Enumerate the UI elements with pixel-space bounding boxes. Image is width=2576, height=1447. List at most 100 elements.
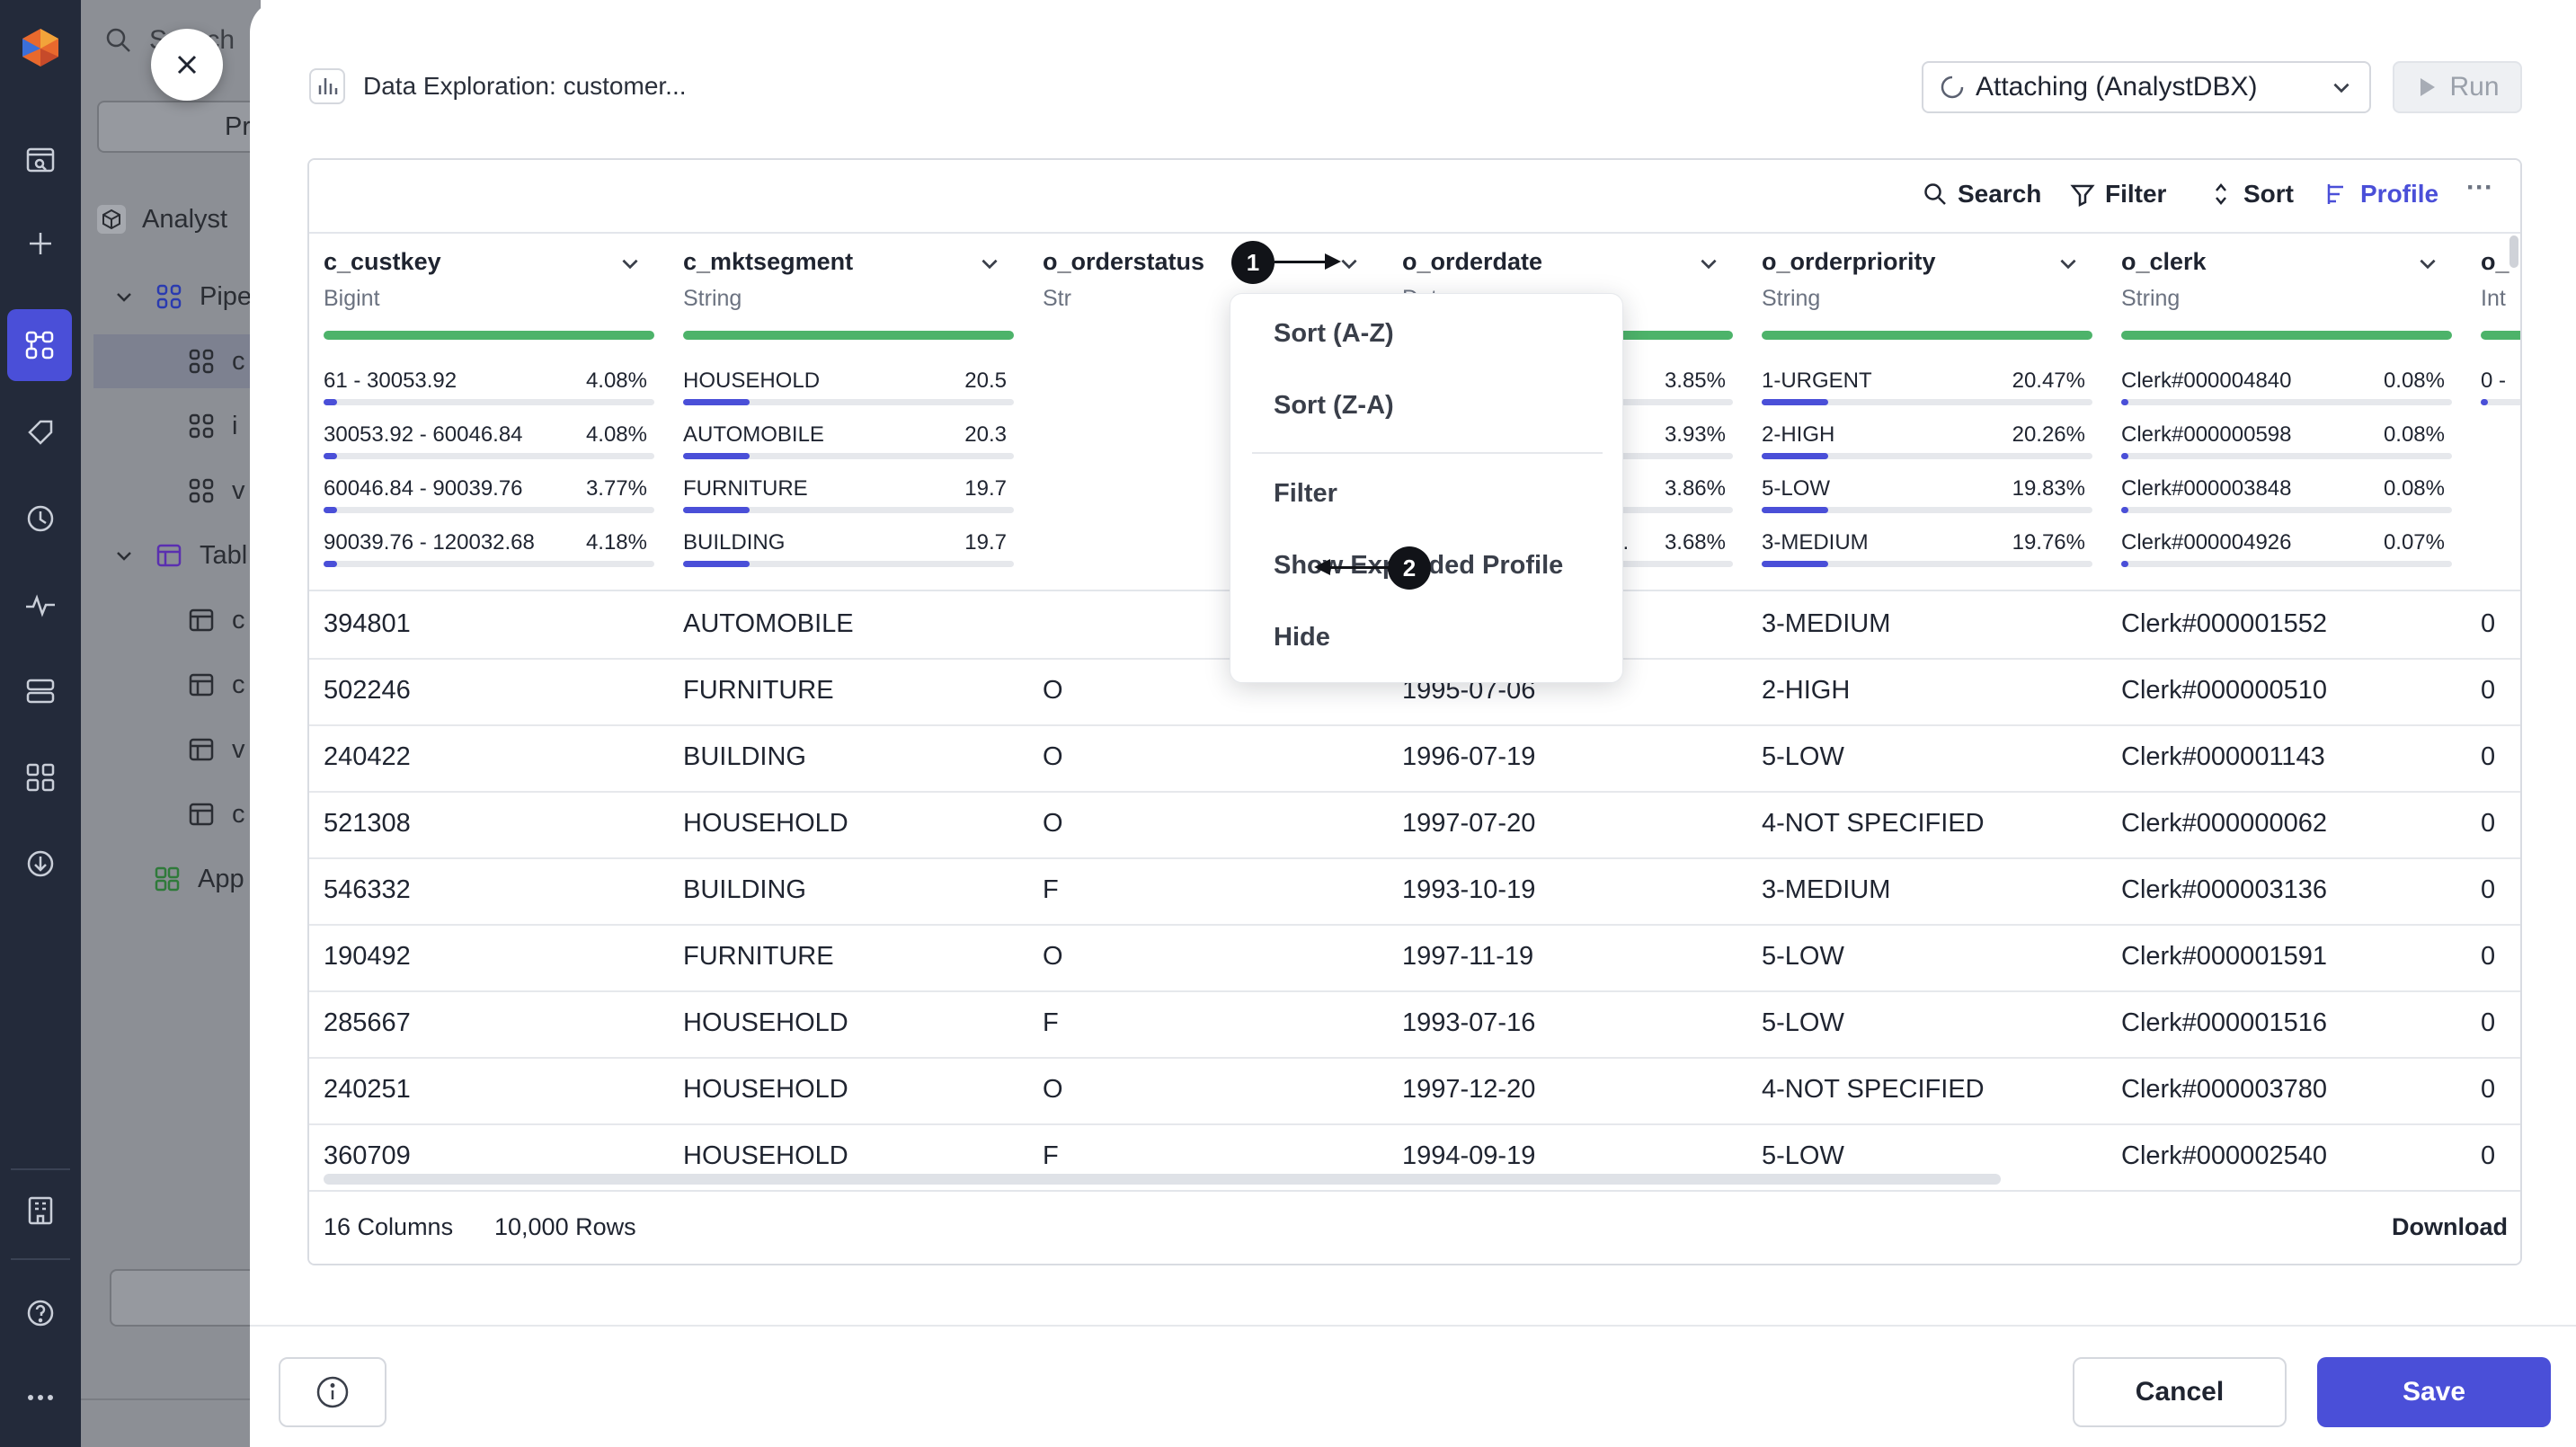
history-icon[interactable]	[18, 496, 63, 541]
profile-fill	[1762, 399, 1828, 405]
close-button[interactable]	[151, 29, 223, 101]
table-item[interactable]: c	[187, 787, 245, 841]
column-header-name[interactable]: o_clerk	[2121, 248, 2207, 275]
column-header-name[interactable]: o_orderdate	[1402, 248, 1543, 275]
pipeline-item[interactable]: v	[187, 464, 245, 518]
app-logo[interactable]	[20, 27, 61, 68]
profile-row[interactable]: Clerk#000004926 0.07%	[2121, 530, 2452, 570]
data-browser-icon[interactable]	[18, 137, 63, 182]
column-header-name[interactable]: o_orderpriority	[1762, 248, 1936, 275]
sort-button[interactable]: Sort	[2207, 180, 2294, 209]
profile-row[interactable]: 61 - 30053.92 4.08%	[324, 368, 654, 408]
column-menu-chevron-icon[interactable]	[618, 252, 642, 275]
search-button[interactable]: Search	[1922, 180, 2041, 209]
more-icon[interactable]	[18, 1375, 63, 1420]
chevron-down-icon	[117, 293, 131, 302]
apps-grid-icon[interactable]	[18, 755, 63, 800]
table-row[interactable]: 546332 BUILDING F 1993-10-19 3-MEDIUM Clerk#0…	[309, 859, 2520, 926]
column-menu-chevron-icon[interactable]	[2056, 252, 2080, 275]
profile-row[interactable]: 3-MEDIUM 19.76%	[1762, 530, 2092, 570]
search-icon	[1924, 183, 1946, 205]
table-cell: 4-NOT SPECIFIED	[1762, 809, 1985, 838]
table-item[interactable]: c	[187, 593, 245, 647]
table-item-label: c	[232, 605, 245, 635]
profile-row[interactable]: AUTOMOBILE 20.3	[683, 422, 1014, 462]
table-cell: 2-HIGH	[1762, 676, 1851, 705]
tables-group[interactable]: Tabl	[113, 528, 247, 582]
column-menu-chevron-icon[interactable]	[1697, 252, 1720, 275]
project-row[interactable]: Analyst	[97, 192, 227, 246]
table-row[interactable]: 521308 HOUSEHOLD O 1997-07-20 4-NOT SPECIFIE…	[309, 793, 2520, 859]
profile-row[interactable]: BUILDING 19.7	[683, 530, 1014, 570]
building-icon[interactable]	[18, 1188, 63, 1233]
sidepanel-bottom-button[interactable]	[110, 1269, 261, 1327]
table-row[interactable]: 285667 HOUSEHOLD F 1993-07-16 5-LOW Clerk#000…	[309, 992, 2520, 1059]
save-button[interactable]: Save	[2317, 1357, 2551, 1427]
table-row[interactable]: 190492 FURNITURE O 1997-11-19 5-LOW Clerk#000…	[309, 926, 2520, 992]
pipelines-icon[interactable]	[7, 309, 72, 381]
table-cell: 1994-09-19	[1402, 1141, 1536, 1168]
table-cell: 502246	[324, 676, 411, 705]
help-icon[interactable]	[18, 1291, 63, 1336]
menu-sort-az[interactable]: Sort (A-Z)	[1274, 319, 1394, 348]
download-link[interactable]: Download	[2392, 1213, 2508, 1240]
profile-row[interactable]: 5-LOW 19.83%	[1762, 476, 2092, 516]
connection-select[interactable]: Attaching (AnalystDBX)	[1922, 61, 2371, 113]
profile-row[interactable]: 60046.84 - 90039.76 3.77%	[324, 476, 654, 516]
column-profile: o_ Int 0 -	[2466, 235, 2520, 591]
column-header-name[interactable]: o_	[2481, 248, 2509, 275]
profile-track	[683, 507, 1014, 513]
profile-label: Profile	[2360, 180, 2439, 208]
column-header-name[interactable]: c_custkey	[324, 248, 441, 275]
profile-row[interactable]: 2-HIGH 20.26%	[1762, 422, 2092, 462]
table-item[interactable]: v	[187, 723, 245, 777]
table-row[interactable]: 360709 HOUSEHOLD F 1994-09-19 5-LOW Clerk#000…	[309, 1125, 2520, 1168]
column-header-name[interactable]: o_orderstatus	[1043, 248, 1205, 275]
filter-button[interactable]: Filter	[2069, 180, 2166, 209]
table-item[interactable]: c	[187, 658, 245, 712]
profile-row[interactable]: 90039.76 - 120032.68 4.18%	[324, 530, 654, 570]
profile-percent: 4.18%	[585, 530, 647, 555]
menu-hide[interactable]: Hide	[1274, 623, 1330, 652]
info-button[interactable]	[279, 1357, 386, 1427]
profile-percent: 20.3	[964, 422, 1007, 447]
profile-percent: 3.86%	[1664, 476, 1726, 501]
pipeline-item[interactable]: c	[93, 334, 261, 388]
profile-row[interactable]: 0 -	[2481, 368, 2520, 408]
servers-icon[interactable]	[18, 669, 63, 714]
download-icon[interactable]	[18, 841, 63, 886]
add-icon[interactable]	[18, 221, 63, 266]
table-row[interactable]: 240422 BUILDING O 1996-07-19 5-LOW Clerk#0000…	[309, 726, 2520, 793]
profile-row[interactable]: 30053.92 - 60046.84 4.08%	[324, 422, 654, 462]
profile-row[interactable]: FURNITURE 19.7	[683, 476, 1014, 516]
project-button[interactable]: Proje	[97, 101, 261, 153]
table-row[interactable]: 240251 HOUSEHOLD O 1997-12-20 4-NOT SPECIFIE…	[309, 1059, 2520, 1125]
profile-button[interactable]: Profile	[2324, 180, 2438, 209]
vertical-scrollbar[interactable]	[2509, 235, 2518, 268]
profile-fill	[2121, 561, 2128, 567]
column-completeness-bar	[683, 331, 1014, 340]
horizontal-scrollbar[interactable]	[324, 1174, 2001, 1185]
more-options-button[interactable]: ···	[2466, 173, 2493, 202]
column-menu-chevron-icon[interactable]	[2416, 252, 2439, 275]
apps-group[interactable]: App	[153, 852, 244, 906]
column-header-name[interactable]: c_mktsegment	[683, 248, 854, 275]
column-menu-chevron-icon[interactable]	[1337, 252, 1361, 275]
table-row[interactable]: 502246 FURNITURE O 1995-07-06 2-HIGH Clerk#00…	[309, 660, 2520, 726]
play-icon	[2421, 78, 2436, 96]
activity-icon[interactable]	[18, 582, 63, 627]
profile-row[interactable]: Clerk#000003848 0.08%	[2121, 476, 2452, 516]
cancel-button[interactable]: Cancel	[2073, 1357, 2287, 1427]
menu-filter[interactable]: Filter	[1274, 479, 1337, 508]
profile-row[interactable]: 1-URGENT 20.47%	[1762, 368, 2092, 408]
tag-icon[interactable]	[18, 410, 63, 455]
profile-row[interactable]: Clerk#000004840 0.08%	[2121, 368, 2452, 408]
profile-row[interactable]: HOUSEHOLD 20.5	[683, 368, 1014, 408]
pipeline-item[interactable]: i	[187, 399, 237, 453]
profile-percent: 20.47%	[2012, 368, 2085, 393]
column-menu-chevron-icon[interactable]	[978, 252, 1001, 275]
pipelines-group[interactable]: Pipe	[113, 270, 252, 324]
run-button[interactable]: Run	[2393, 61, 2522, 113]
menu-sort-za[interactable]: Sort (Z-A)	[1274, 391, 1394, 420]
profile-row[interactable]: Clerk#000000598 0.08%	[2121, 422, 2452, 462]
